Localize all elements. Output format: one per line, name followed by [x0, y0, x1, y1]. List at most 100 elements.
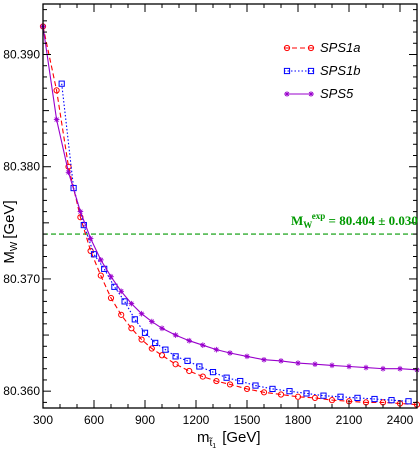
- data-point-sps5: [53, 116, 60, 123]
- x-tick-label: 900: [135, 413, 155, 427]
- data-point-sps1a: [260, 389, 268, 396]
- data-point-sps5: [149, 318, 155, 325]
- data-point-sps1b: [80, 221, 87, 229]
- annotation-main: M: [291, 213, 303, 228]
- data-point-sps1b: [172, 353, 179, 360]
- data-point-sps1a: [328, 397, 336, 404]
- data-point-sps5: [261, 356, 267, 363]
- data-point-sps1a: [128, 325, 135, 332]
- data-point-sps1a: [87, 247, 94, 254]
- data-point-sps5: [98, 257, 104, 263]
- annotation-sub: W: [303, 220, 312, 230]
- annotation-sup: exp: [312, 211, 326, 221]
- y-axis-title-main: M: [1, 251, 18, 264]
- data-point-sps5: [380, 365, 386, 372]
- data-point-sps1a: [199, 373, 206, 380]
- x-tick-label: 2400: [387, 413, 414, 427]
- data-point-sps1b: [269, 385, 276, 393]
- data-point-sps1b: [141, 329, 149, 336]
- legend: SPS1a SPS1b SPS5: [283, 40, 360, 101]
- x-tick-label: 300: [33, 413, 53, 427]
- x-axis-title-sub: t̃: [208, 437, 213, 449]
- data-point-sps5: [65, 169, 72, 176]
- x-axis-title-unit: [GeV]: [222, 429, 260, 446]
- legend-entry-sps1b: SPS1b: [283, 63, 360, 78]
- legend-marker-sps5: [308, 91, 314, 97]
- data-point-sps1a: [294, 393, 302, 400]
- y-axis-title: MW [GeV]: [1, 200, 20, 263]
- legend-label-sps1b: SPS1b: [320, 63, 360, 78]
- data-point-sps1b: [152, 339, 159, 347]
- data-point-sps1b: [320, 392, 327, 399]
- x-axis-title-subsub: 1: [212, 443, 216, 450]
- data-point-sps5: [227, 350, 233, 356]
- data-point-sps1b: [388, 397, 395, 404]
- data-point-sps5: [118, 288, 124, 295]
- x-tick-label: 1500: [234, 413, 261, 427]
- y-axis-title-unit: [GeV]: [1, 200, 18, 238]
- data-point-sps1b: [252, 382, 259, 389]
- data-point-sps1a: [138, 336, 145, 343]
- x-axis-title: mt̃1 [GeV]: [197, 429, 261, 450]
- data-point-sps1a: [213, 377, 220, 385]
- data-point-sps5: [397, 365, 403, 372]
- data-point-sps1a: [243, 385, 251, 393]
- legend-marker-sps5: [284, 91, 290, 97]
- data-point-sps5: [159, 325, 165, 332]
- data-point-sps1b: [131, 316, 138, 323]
- series-sps5: [40, 23, 420, 373]
- data-point-sps1b: [184, 357, 191, 364]
- data-point-sps5: [213, 346, 220, 353]
- legend-marker-sps1a: [307, 44, 315, 52]
- data-point-sps5: [77, 208, 84, 215]
- data-point-sps1b: [111, 283, 118, 290]
- data-point-sps1b: [237, 377, 244, 385]
- x-tick-label: 2100: [336, 413, 363, 427]
- data-point-sps1a: [107, 294, 115, 302]
- data-point-sps5: [87, 235, 94, 242]
- data-point-sps1a: [172, 361, 179, 368]
- legend-label-sps1a: SPS1a: [320, 40, 360, 55]
- legend-marker-sps1b: [283, 67, 291, 75]
- data-point-sps1b: [405, 398, 412, 405]
- data-point-sps5: [346, 363, 352, 370]
- data-point-sps5: [278, 358, 284, 364]
- data-point-sps1b: [162, 346, 169, 353]
- data-point-sps1b: [371, 395, 378, 403]
- legend-marker-sps1a: [283, 44, 291, 52]
- data-point-sps5: [200, 342, 206, 348]
- plot-frame: [42, 3, 418, 409]
- data-point-sps1b: [337, 393, 344, 400]
- data-point-sps1b: [90, 251, 98, 258]
- series-line-sps1b: [61, 83, 409, 402]
- data-point-sps1b: [303, 390, 310, 397]
- series-line-sps1a: [42, 26, 418, 406]
- legend-entry-sps5: SPS5: [284, 86, 354, 101]
- data-point-sps5: [128, 300, 135, 307]
- data-point-sps5: [186, 337, 192, 344]
- data-point-sps1a: [97, 272, 104, 279]
- data-point-sps1a: [53, 87, 60, 94]
- data-point-sps5: [329, 362, 335, 369]
- data-point-sps1b: [209, 368, 217, 376]
- x-tick-label: 1800: [285, 413, 312, 427]
- x-axis-title-main: m: [197, 429, 210, 446]
- data-point-sps1a: [158, 352, 166, 359]
- annotation-value: = 80.404 ± 0.030 GeV: [325, 213, 420, 228]
- data-point-sps1a: [65, 163, 72, 170]
- data-point-sps5: [172, 332, 179, 338]
- data-point-sps1a: [226, 381, 234, 388]
- y-tick-label: 80.390: [3, 48, 40, 62]
- data-point-sps1a: [277, 391, 285, 398]
- data-point-sps5: [138, 310, 145, 317]
- y-tick-label: 80.360: [3, 384, 40, 398]
- data-point-sps5: [312, 361, 318, 368]
- reference-annotation: MWexp = 80.404 ± 0.030 GeV: [291, 211, 420, 230]
- series-sps1b: [58, 80, 412, 405]
- legend-entry-sps1a: SPS1a: [283, 40, 360, 55]
- data-point-sps1b: [121, 298, 128, 305]
- data-point-sps5: [244, 353, 250, 360]
- data-point-sps1b: [286, 388, 293, 395]
- data-point-sps1a: [186, 367, 193, 375]
- legend-marker-sps1b: [307, 67, 315, 75]
